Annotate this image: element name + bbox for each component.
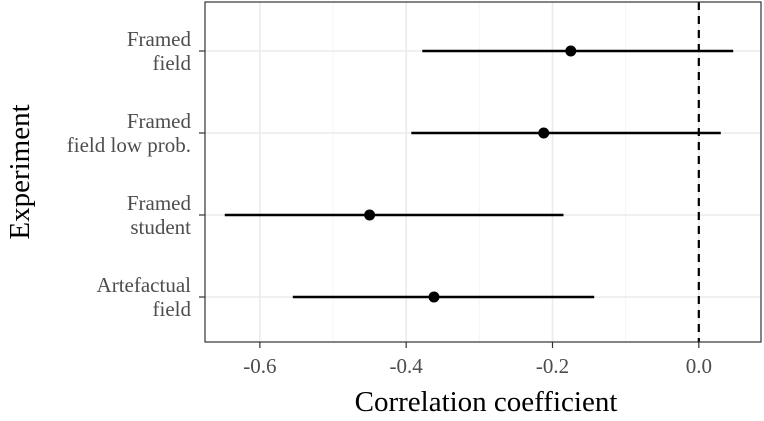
- point-estimate: [364, 209, 376, 221]
- y-tick-label: Framed: [127, 27, 192, 51]
- y-tick-label: Framed: [127, 109, 192, 133]
- x-tick-label: 0.0: [686, 354, 712, 378]
- x-tick-label: -0.4: [390, 354, 424, 378]
- x-tick-label: -0.6: [243, 354, 276, 378]
- x-axis-title: Correlation coefficient: [355, 386, 618, 416]
- y-tick-label: student: [130, 215, 191, 239]
- y-tick-label: field: [153, 297, 192, 321]
- x-tick-label: -0.2: [536, 354, 569, 378]
- grid-layer: [205, 2, 761, 342]
- panel-border: [204, 1, 762, 343]
- y-tick-label: field: [153, 51, 192, 75]
- y-tick-label: Framed: [127, 191, 192, 215]
- point-estimate: [428, 291, 440, 303]
- y-tick-label: Artefactual: [97, 273, 192, 297]
- y-axis-title: Experiment: [4, 104, 36, 239]
- marks-layer: [224, 45, 734, 303]
- point-estimate: [538, 127, 550, 139]
- point-estimate: [565, 45, 577, 57]
- y-tick-label: field low prob.: [67, 133, 191, 157]
